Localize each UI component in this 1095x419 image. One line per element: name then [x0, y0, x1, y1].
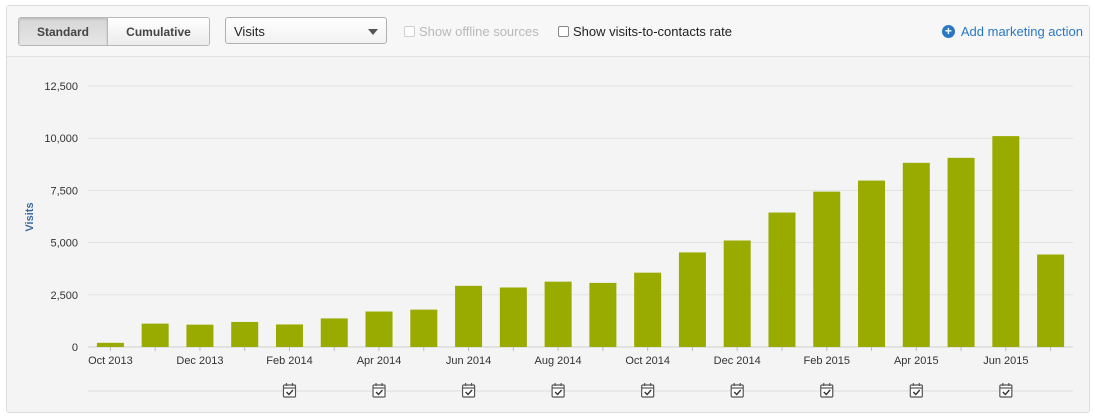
calendar-check-icon[interactable] — [820, 383, 834, 398]
x-tick-label: Feb 2014 — [266, 355, 312, 367]
offline-sources-label: Show offline sources — [419, 24, 539, 39]
bar[interactable] — [902, 162, 930, 347]
bar[interactable] — [768, 212, 796, 347]
x-axis-ticks: Oct 2013 Dec 2013 Feb 2014 Apr 2014 Jun 2014… — [88, 347, 1052, 367]
bar[interactable] — [544, 281, 572, 347]
calendar-check-icon[interactable] — [999, 383, 1013, 398]
x-tick-label: Oct 2013 — [88, 355, 133, 367]
chart-bars — [96, 136, 1065, 347]
bar[interactable] — [723, 240, 751, 347]
x-tick-label: Jun 2015 — [983, 355, 1028, 367]
x-tick-label: Feb 2015 — [804, 355, 850, 367]
bar[interactable] — [678, 252, 706, 347]
chevron-down-icon — [368, 29, 378, 35]
view-toggle: Standard Cumulative — [18, 17, 210, 46]
calendar-check-icon[interactable] — [730, 383, 744, 398]
bar[interactable] — [96, 342, 124, 347]
metric-select[interactable]: Visits — [225, 17, 387, 44]
visits-to-contacts-label: Show visits-to-contacts rate — [573, 24, 732, 39]
bar[interactable] — [947, 157, 975, 347]
checkbox-box[interactable] — [404, 26, 415, 37]
checkbox-box[interactable] — [558, 26, 569, 37]
x-tick-label: Aug 2014 — [535, 355, 582, 367]
plus-circle-icon: + — [941, 25, 955, 38]
add-marketing-action-label: Add marketing action — [960, 24, 1083, 39]
bar[interactable] — [410, 309, 438, 347]
bar[interactable] — [231, 321, 259, 347]
y-tick-label: 2,500 — [50, 290, 78, 302]
bar[interactable] — [455, 285, 483, 347]
offline-sources-checkbox[interactable]: Show offline sources — [404, 24, 539, 39]
tab-cumulative[interactable]: Cumulative — [107, 18, 209, 45]
visits-to-contacts-checkbox[interactable]: Show visits-to-contacts rate — [558, 24, 732, 39]
calendar-check-icon[interactable] — [282, 383, 297, 398]
bar[interactable] — [589, 282, 617, 347]
y-tick-label: 5,000 — [50, 238, 78, 250]
x-tick-label: Dec 2014 — [714, 355, 761, 367]
bar[interactable] — [499, 287, 527, 347]
calendar-check-icon[interactable] — [641, 383, 655, 398]
y-tick-label: 10,000 — [44, 133, 78, 145]
bar[interactable] — [141, 323, 169, 347]
calendar-check-icon[interactable] — [461, 383, 476, 398]
calendar-check-icon[interactable] — [909, 383, 923, 398]
bar[interactable] — [275, 324, 303, 347]
x-tick-label: Apr 2014 — [357, 355, 402, 367]
bar[interactable] — [992, 136, 1020, 347]
y-axis-label: Visits — [24, 202, 36, 231]
calendar-check-icon[interactable] — [551, 383, 565, 398]
y-tick-label: 0 — [72, 342, 78, 354]
y-axis-ticks: 0 2,500 5,000 7,500 10,000 12,500 — [44, 81, 78, 354]
x-tick-label: Jun 2014 — [446, 355, 491, 367]
calendar-check-icon[interactable] — [372, 383, 386, 398]
bar[interactable] — [365, 311, 393, 347]
x-tick-label: Apr 2015 — [894, 355, 939, 367]
x-tick-label: Oct 2014 — [625, 355, 670, 367]
y-tick-label: 7,500 — [50, 185, 78, 197]
bar[interactable] — [813, 191, 841, 347]
metric-select-value: Visits — [234, 24, 265, 39]
x-tick-label: Dec 2013 — [176, 355, 223, 367]
y-tick-label: 12,500 — [44, 81, 78, 93]
bar[interactable] — [186, 324, 214, 347]
marketing-action-markers — [88, 383, 1073, 398]
bar[interactable] — [858, 180, 886, 347]
bar[interactable] — [320, 318, 348, 347]
add-marketing-action-link[interactable]: + Add marketing action — [941, 24, 1083, 39]
bar[interactable] — [1037, 254, 1065, 347]
chart-toolbar: Standard Cumulative Visits Show offline … — [7, 6, 1089, 57]
tab-standard[interactable]: Standard — [19, 18, 107, 45]
bar[interactable] — [634, 272, 662, 347]
